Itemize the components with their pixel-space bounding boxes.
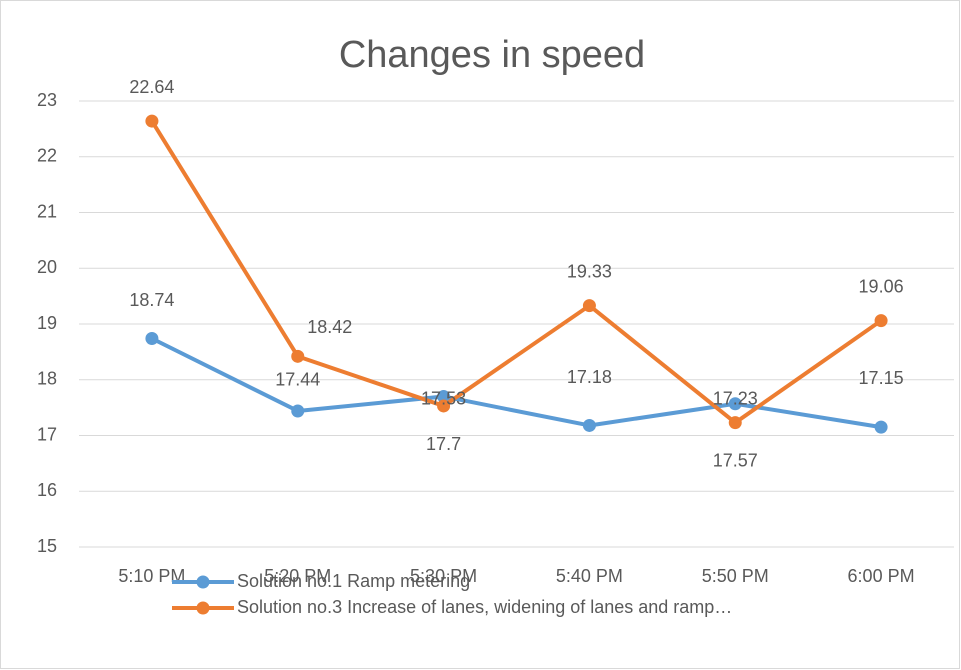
- data-label: 17.57: [713, 450, 758, 470]
- y-tick-label: 17: [37, 424, 57, 444]
- y-tick-label: 15: [37, 536, 57, 556]
- x-tick-label: 5:50 PM: [702, 566, 769, 586]
- chart-title: Changes in speed: [339, 34, 645, 76]
- data-label: 17.7: [426, 434, 461, 454]
- data-label: 17.53: [421, 389, 466, 409]
- legend-marker: [196, 601, 210, 615]
- series-line: [150, 120, 883, 425]
- data-point: [145, 331, 159, 345]
- x-tick-label: 5:40 PM: [556, 566, 623, 586]
- data-label: 17.15: [859, 368, 904, 388]
- y-tick-label: 20: [37, 257, 57, 277]
- data-point: [874, 314, 888, 328]
- y-tick-label: 16: [37, 480, 57, 500]
- x-tick-label: 5:10 PM: [118, 566, 185, 586]
- x-tick-label: 6:00 PM: [848, 566, 915, 586]
- y-tick-label: 19: [37, 313, 57, 333]
- x-tick-label: 5:20 PM: [264, 566, 331, 586]
- data-point: [582, 418, 596, 432]
- legend-marker: [196, 575, 210, 589]
- data-label: 18.74: [129, 290, 174, 310]
- data-label: 17.23: [713, 388, 758, 408]
- y-tick-label: 18: [37, 369, 57, 389]
- data-label: 19.06: [859, 276, 904, 296]
- data-point: [437, 389, 451, 403]
- data-point: [728, 416, 742, 430]
- y-tick-label: 21: [37, 201, 57, 221]
- data-point: [874, 420, 888, 434]
- y-tick-label: 22: [37, 146, 57, 166]
- data-point: [728, 397, 742, 411]
- legend-label: Solution no.3 Increase of lanes, widenin…: [237, 597, 732, 617]
- y-tick-label: 23: [37, 90, 57, 110]
- data-label: 22.64: [129, 77, 174, 97]
- data-label: 18.42: [307, 317, 352, 337]
- data-point: [437, 399, 451, 413]
- data-point: [582, 299, 596, 313]
- data-label: 17.18: [567, 367, 612, 387]
- data-label: 19.33: [567, 261, 612, 281]
- data-label: 17.44: [275, 370, 320, 390]
- data-point: [291, 349, 305, 363]
- legend-label: Solution no.1 Ramp metering: [237, 571, 470, 591]
- data-point: [291, 404, 305, 418]
- data-point: [145, 114, 159, 128]
- x-tick-label: 5:30 PM: [410, 566, 477, 586]
